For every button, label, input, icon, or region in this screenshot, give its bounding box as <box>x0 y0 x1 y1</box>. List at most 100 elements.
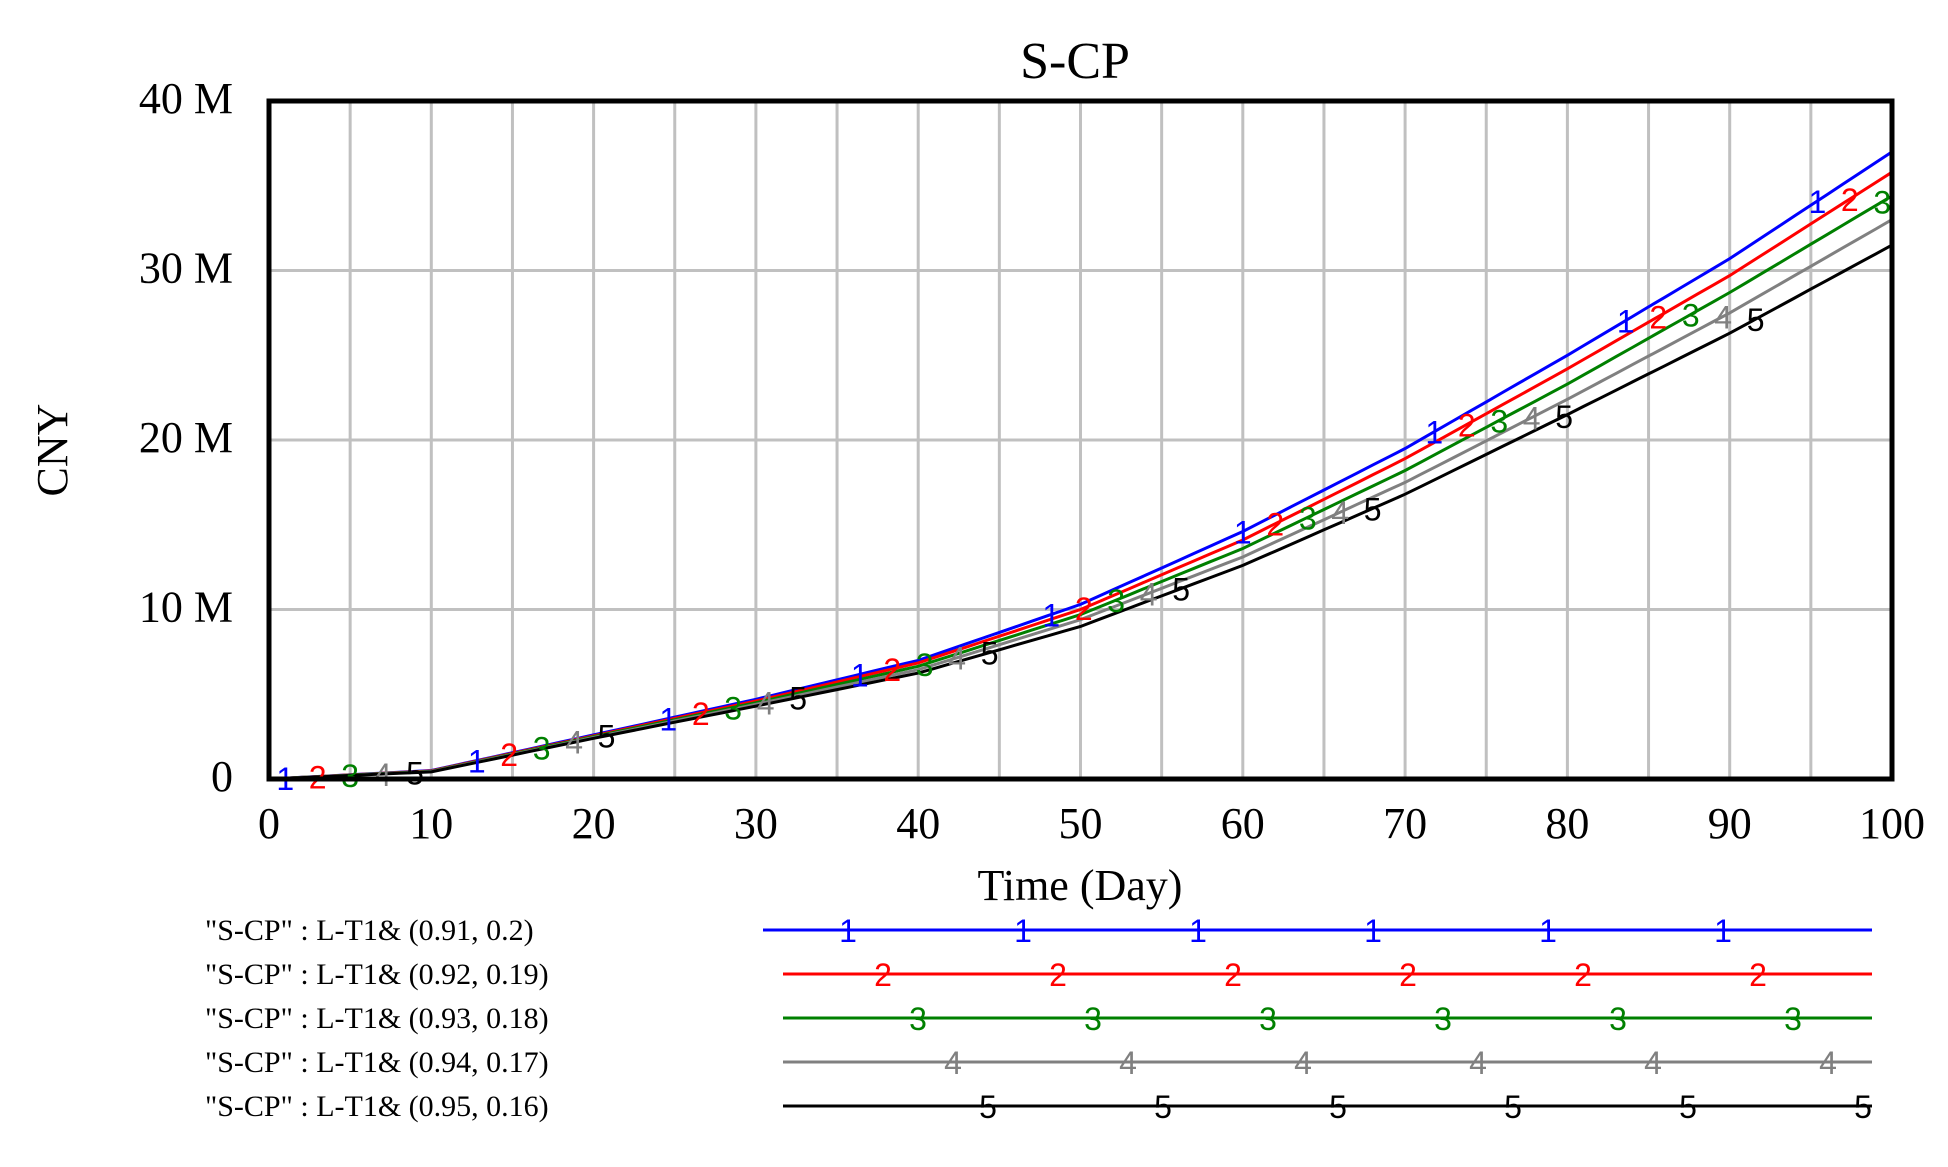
series-marker-1: 1 <box>468 744 486 780</box>
x-tick-label: 50 <box>1059 799 1103 848</box>
series-marker-4: 4 <box>1140 576 1158 612</box>
series-marker-5: 5 <box>1172 572 1190 608</box>
series-marker-1: 1 <box>1617 303 1635 339</box>
legend-marker-3: 3 <box>1259 1001 1277 1037</box>
series-marker-4: 4 <box>374 757 392 793</box>
y-axis-ticks: 0 10 M 20 M 30 M 40 M <box>139 74 233 801</box>
x-tick-label: 70 <box>1383 799 1427 848</box>
legend-label: "S-CP" : L-T1& (0.91, 0.2) <box>205 914 534 947</box>
y-tick-label: 40 M <box>139 74 233 123</box>
legend-marker-3: 3 <box>1784 1001 1802 1037</box>
y-tick-label: 20 M <box>139 413 233 462</box>
legend-marker-3: 3 <box>1084 1001 1102 1037</box>
legend-label: "S-CP" : L-T1& (0.93, 0.18) <box>205 1002 549 1035</box>
legend-marker-4: 4 <box>1119 1045 1137 1081</box>
x-tick-label: 0 <box>258 799 280 848</box>
legend-marker-1: 1 <box>839 913 857 949</box>
legend-marker-2: 2 <box>1049 957 1067 993</box>
legend-marker-3: 3 <box>1609 1001 1627 1037</box>
series-marker-3: 3 <box>1873 185 1891 221</box>
x-tick-label: 20 <box>572 799 616 848</box>
legend-marker-1: 1 <box>1189 913 1207 949</box>
y-tick-label: 0 <box>211 752 233 801</box>
x-tick-label: 40 <box>896 799 940 848</box>
legend-marker-4: 4 <box>1819 1045 1837 1081</box>
series-marker-1: 1 <box>1042 597 1060 633</box>
legend-label: "S-CP" : L-T1& (0.92, 0.19) <box>205 958 549 991</box>
x-tick-label: 10 <box>409 799 453 848</box>
series-marker-3: 3 <box>1490 403 1508 439</box>
series-line-5 <box>268 243 1893 781</box>
series-marker-4: 4 <box>1523 401 1541 437</box>
legend-marker-1: 1 <box>1539 913 1557 949</box>
x-axis-ticks: 0 10 20 30 40 50 60 70 80 90 100 <box>258 799 1925 848</box>
legend-marker-5: 5 <box>1329 1089 1347 1125</box>
series-marker-1: 1 <box>1808 184 1826 220</box>
legend-marker-2: 2 <box>874 957 892 993</box>
y-axis-label: CNY <box>28 404 77 497</box>
series-marker-2: 2 <box>1841 182 1859 218</box>
x-tick-label: 100 <box>1859 799 1925 848</box>
series-marker-2: 2 <box>883 652 901 688</box>
series-marker-4: 4 <box>1331 495 1349 531</box>
legend-marker-3: 3 <box>909 1001 927 1037</box>
legend-marker-4: 4 <box>1469 1045 1487 1081</box>
series-marker-3: 3 <box>724 690 742 726</box>
legend-marker-5: 5 <box>1854 1089 1872 1125</box>
series-marker-3: 3 <box>1682 298 1700 334</box>
series-marker-5: 5 <box>1364 491 1382 527</box>
series-marker-2: 2 <box>1649 300 1667 336</box>
series-marker-1: 1 <box>1425 415 1443 451</box>
legend-marker-3: 3 <box>1434 1001 1452 1037</box>
legend-label: "S-CP" : L-T1& (0.94, 0.17) <box>205 1046 549 1079</box>
legend-marker-5: 5 <box>1154 1089 1172 1125</box>
series-marker-2: 2 <box>1266 507 1284 543</box>
series-marker-2: 2 <box>1458 408 1476 444</box>
chart-title: S-CP <box>1020 33 1130 90</box>
y-tick-label: 30 M <box>139 244 233 293</box>
series-marker-5: 5 <box>1555 399 1573 435</box>
x-tick-label: 60 <box>1221 799 1265 848</box>
series-marker-2: 2 <box>500 737 518 773</box>
legend-marker-5: 5 <box>1679 1089 1697 1125</box>
series-marker-4: 4 <box>1714 299 1732 335</box>
x-tick-label: 30 <box>734 799 778 848</box>
legend-marker-5: 5 <box>1504 1089 1522 1125</box>
legend-marker-4: 4 <box>1644 1045 1662 1081</box>
series-marker-5: 5 <box>1747 302 1765 338</box>
series-marker-3: 3 <box>1299 500 1317 536</box>
legend-marker-2: 2 <box>1749 957 1767 993</box>
grid <box>269 99 1892 779</box>
legend-marker-4: 4 <box>944 1045 962 1081</box>
x-tick-label: 80 <box>1545 799 1589 848</box>
legend: "S-CP" : L-T1& (0.91, 0.2) 1 1 1 1 1 1 "S-CP" :… <box>205 913 1872 1125</box>
series-marker-4: 4 <box>948 641 966 677</box>
series-marker-2: 2 <box>1075 591 1093 627</box>
series-marker-1: 1 <box>1234 515 1252 551</box>
legend-marker-4: 4 <box>1294 1045 1312 1081</box>
series-marker-5: 5 <box>789 681 807 717</box>
series-lines <box>268 150 1893 781</box>
series-marker-3: 3 <box>916 647 934 683</box>
legend-marker-1: 1 <box>1014 913 1032 949</box>
series-marker-5: 5 <box>406 756 424 792</box>
series-marker-1: 1 <box>659 702 677 738</box>
legend-marker-5: 5 <box>979 1089 997 1125</box>
series-marker-2: 2 <box>692 696 710 732</box>
legend-marker-2: 2 <box>1574 957 1592 993</box>
legend-marker-2: 2 <box>1224 957 1242 993</box>
series-marker-1: 1 <box>851 657 869 693</box>
series-marker-4: 4 <box>757 685 775 721</box>
series-marker-3: 3 <box>341 758 359 794</box>
legend-marker-2: 2 <box>1399 957 1417 993</box>
legend-marker-1: 1 <box>1714 913 1732 949</box>
x-axis-label: Time (Day) <box>978 861 1183 910</box>
series-marker-3: 3 <box>1107 583 1125 619</box>
legend-label: "S-CP" : L-T1& (0.95, 0.16) <box>205 1090 549 1123</box>
series-marker-5: 5 <box>981 636 999 672</box>
series-marker-3: 3 <box>533 731 551 767</box>
series-markers: 1 111111112222222223333333334444444455555… <box>276 182 1891 797</box>
plot-frame <box>266 98 1895 782</box>
y-tick-label: 10 M <box>139 583 233 632</box>
